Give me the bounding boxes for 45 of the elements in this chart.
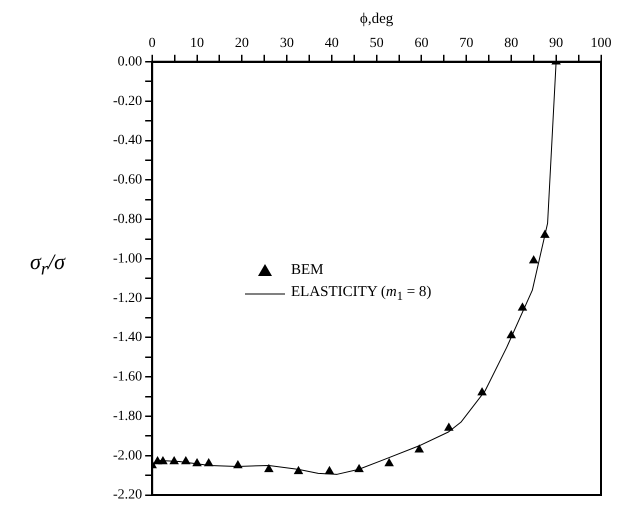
point <box>181 456 190 464</box>
y-tick-label: -2.20 <box>112 488 142 503</box>
y-tick-label: -0.80 <box>112 212 142 227</box>
point <box>478 388 486 396</box>
y-tick-label: -1.00 <box>112 251 142 266</box>
point <box>518 302 527 311</box>
x-axis-title: ϕ,deg <box>360 10 394 27</box>
x-tick-label: 60 <box>414 36 428 52</box>
y-tick-label: -1.20 <box>112 290 142 306</box>
x-tick-label: 0 <box>148 36 156 52</box>
point <box>264 464 274 472</box>
point <box>204 458 214 466</box>
point <box>170 456 179 464</box>
point <box>325 466 334 474</box>
x-tick-label: 70 <box>459 36 474 52</box>
point <box>414 444 424 452</box>
y-tick-label: -2.00 <box>112 448 142 464</box>
legend-label: BEM <box>291 262 324 278</box>
point <box>384 458 394 466</box>
y-tick-label: -1.40 <box>112 330 142 346</box>
x-tick-label: 30 <box>280 36 294 52</box>
y-tick-label: -1.60 <box>112 370 142 385</box>
point <box>444 423 454 431</box>
y-tick-label: 0.00 <box>118 54 142 70</box>
point <box>354 464 364 472</box>
x-tick-label: 20 <box>234 36 249 52</box>
y-axis-title: σ$_{r}$/σ <box>30 249 65 279</box>
y-tick-label: -0.60 <box>112 172 142 188</box>
x-tick-label: 50 <box>370 36 384 52</box>
point <box>540 230 550 238</box>
x-tick-label: 40 <box>324 36 339 52</box>
point <box>233 460 242 468</box>
y-tick-label: -1.80 <box>112 408 142 424</box>
point <box>158 456 168 464</box>
x-tick-label: 90 <box>549 36 564 52</box>
point <box>506 330 516 338</box>
y-tick-label: -0.40 <box>112 133 142 148</box>
x-tick-label: 100 <box>590 36 612 52</box>
legend-label: ELASTICITY (m$_{1}$ = 8) <box>291 284 432 304</box>
point <box>192 458 202 466</box>
x-tick-label: 10 <box>190 36 204 52</box>
y-tick-label: -0.20 <box>112 94 142 109</box>
x-tick-label: 80 <box>504 36 518 52</box>
point <box>529 256 538 264</box>
point <box>294 466 303 474</box>
